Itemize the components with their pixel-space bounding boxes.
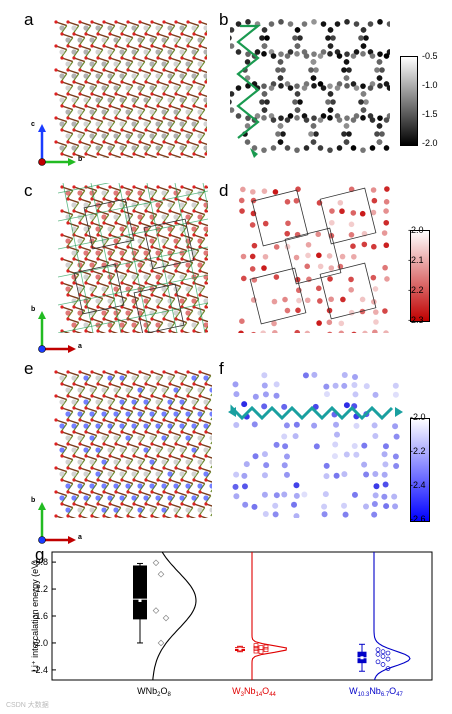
distribution-curve: [373, 552, 411, 681]
axis-label-a-horizontal: b: [78, 156, 83, 163]
data-point: [380, 654, 386, 659]
y-tick-label: -1.2: [32, 584, 48, 594]
axis-indicator-e: [38, 502, 76, 544]
axis-label-a-vertical: c: [31, 121, 35, 128]
distribution-curve: [152, 551, 197, 681]
box-body: [133, 565, 147, 620]
plot-frame: [51, 551, 433, 681]
colorbar-d: [410, 230, 430, 322]
colorbar-d-tick: -2.2: [408, 285, 424, 295]
colorbar-f-tick: -2.6: [410, 514, 426, 524]
axis-indicator-a: [38, 124, 76, 166]
data-point: [152, 559, 160, 567]
y-tick-label: -0.8: [32, 557, 48, 567]
data-point: [375, 652, 381, 657]
structure-panel-e: [54, 370, 212, 518]
colorbar-b-tick: -2.0: [422, 138, 438, 148]
data-point: [385, 656, 391, 662]
distribution-curve: [251, 552, 288, 680]
colorbar-b: [400, 56, 418, 146]
y-tick-label: -2.4: [32, 665, 48, 675]
axis-label-e-vertical: b: [31, 497, 36, 504]
axis-label-c-horizontal: a: [78, 343, 82, 350]
category-label: W10.3Nb6.7O47: [349, 686, 403, 698]
energy-map-panel-f: [228, 371, 403, 518]
colorbar-d-tick: -2.3: [408, 315, 424, 325]
box-mean: [238, 647, 242, 651]
data-point: [157, 570, 165, 578]
data-point: [162, 614, 170, 622]
colorbar-b-tick: -1.5: [422, 109, 438, 119]
panel-label-c: c: [24, 181, 33, 200]
box-mean: [360, 656, 364, 660]
y-tick-label: -2.0: [32, 638, 48, 648]
data-point: [253, 648, 259, 654]
colorbar-f-tick: -2.0: [410, 412, 426, 422]
category-label: W3Nb14O44: [232, 686, 276, 698]
data-point: [385, 650, 391, 656]
colorbar-d-tick: -2.0: [408, 225, 424, 235]
colorbar-f: [410, 418, 430, 522]
axis-label-c-vertical: b: [31, 306, 36, 313]
data-point: [152, 607, 160, 614]
data-point: [258, 645, 264, 651]
structure-panel-a: [54, 20, 207, 158]
axis-indicator-c: [38, 311, 76, 353]
data-point: [258, 649, 264, 655]
data-point: [375, 659, 381, 665]
colorbar-b-tick: -0.5: [422, 51, 438, 61]
data-point: [380, 662, 386, 667]
colorbar-f-tick: -2.2: [410, 446, 426, 456]
colorbar-f-tick: -2.4: [410, 480, 426, 490]
data-point: [375, 647, 381, 653]
structure-panel-c: [58, 183, 208, 333]
data-point: [385, 666, 391, 671]
data-point: [253, 645, 259, 651]
intercalation-energy-box-chart: -0.8 -1.2 -1.6 -2.0 -2.4Li⁺ intercalation en…: [30, 551, 433, 698]
panel-label-e: e: [24, 359, 34, 378]
colorbar-b-tick: -1.0: [422, 80, 438, 90]
data-point: [263, 644, 269, 650]
panel-label-d: d: [219, 181, 229, 200]
data-point: [157, 639, 165, 647]
data-point: [380, 649, 386, 655]
y-axis-label: Li⁺ intercalation energy (eV): [30, 560, 40, 672]
colorbar-d-tick: -2.1: [408, 255, 424, 265]
energy-map-panel-d: [238, 186, 390, 333]
watermark-text: CSDN 大数据: [6, 702, 49, 709]
data-point: [253, 643, 259, 648]
panel-label-g: g: [35, 545, 45, 564]
y-tick-label: -1.6: [32, 611, 48, 621]
panel-label-b: b: [219, 10, 229, 29]
panel-label-f: f: [219, 359, 224, 378]
box-mean: [138, 599, 142, 603]
data-point: [263, 647, 269, 653]
category-label: WNb2O8: [137, 686, 171, 698]
panel-label-a: a: [24, 10, 34, 29]
energy-map-panel-b: [230, 19, 390, 158]
axis-label-e-horizontal: a: [78, 534, 82, 541]
